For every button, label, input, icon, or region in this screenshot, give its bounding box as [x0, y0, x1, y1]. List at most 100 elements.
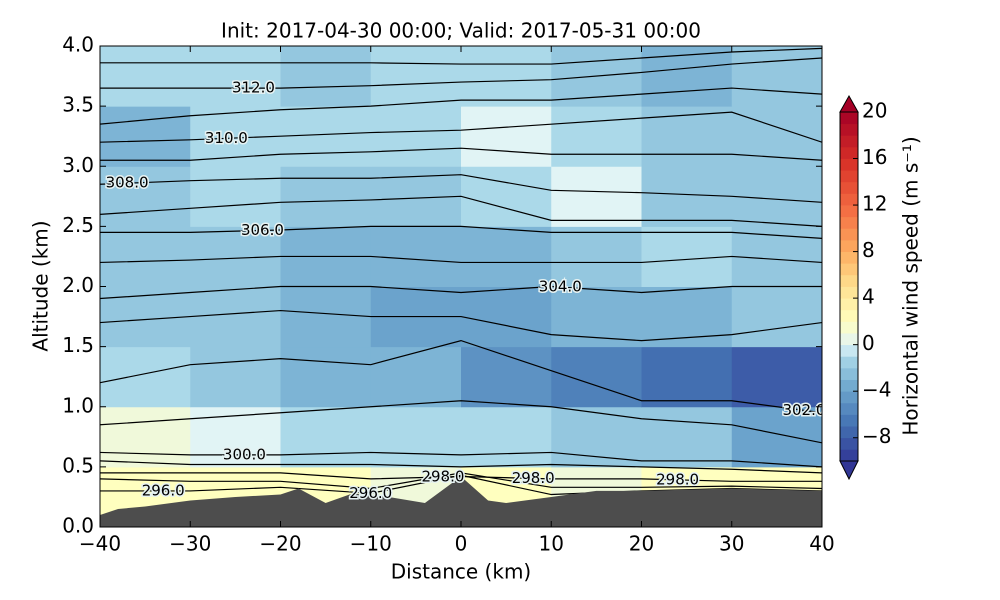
contour-label: 296.0 — [142, 481, 185, 499]
contour-line — [100, 255, 822, 264]
colorbar-step — [840, 437, 858, 450]
contour-label: 298.0 — [421, 467, 464, 485]
contour-label: 312.0 — [232, 79, 275, 97]
colorbar: −8 −4 0 4 8 12 16 20 — [839, 94, 891, 481]
field-cell — [731, 286, 822, 348]
colorbar-step — [840, 274, 858, 287]
contour-line — [100, 174, 822, 203]
field-cell — [551, 346, 642, 408]
field-cell — [641, 46, 733, 107]
terrain — [100, 476, 822, 527]
field-cell — [641, 166, 733, 227]
x-tick-label: −20 — [259, 532, 301, 556]
field-cell — [551, 226, 642, 287]
field-cell — [280, 46, 372, 107]
contour-label: 298.0 — [656, 470, 699, 488]
field-cell — [100, 106, 191, 167]
colorbar-step — [840, 426, 858, 439]
colorbar-tick-label: 8 — [862, 238, 875, 262]
plot-area: 312.0 310.0 308.0 306.0 304.0 302.0 300.0 298.0… — [100, 46, 825, 527]
colorbar-label: Horizontal wind speed (m s⁻¹) — [899, 136, 923, 435]
contour-line — [100, 195, 822, 227]
field-cell — [100, 46, 191, 107]
x-tick-label: 0 — [455, 532, 468, 556]
contour-label: 304.0 — [539, 278, 582, 296]
field-cell — [190, 346, 281, 408]
field-cell — [280, 106, 372, 167]
colorbar-tick-label: 12 — [862, 192, 887, 216]
field-cell — [461, 346, 552, 408]
colorbar-step — [840, 402, 858, 415]
field-cell — [461, 46, 552, 107]
y-tick-label: 0.0 — [62, 514, 94, 538]
colorbar-step — [840, 286, 858, 299]
field-cell — [461, 106, 552, 167]
field-cell — [731, 226, 822, 287]
contour-line — [100, 339, 822, 414]
x-tick-label: 20 — [629, 532, 654, 556]
chart-title: Init: 2017-04-30 00:00; Valid: 2017-05-3… — [221, 19, 701, 43]
x-tick-label: −10 — [350, 532, 392, 556]
field-cell — [461, 286, 552, 348]
contour-line — [100, 460, 822, 474]
colorbar-step — [840, 205, 858, 218]
contour-line — [100, 57, 822, 89]
x-tick-label: −40 — [79, 532, 121, 556]
colorbar-step — [840, 146, 858, 159]
colorbar-extend — [839, 460, 859, 481]
contour-line — [100, 147, 822, 161]
colorbar-step — [840, 298, 858, 311]
field-cell — [461, 406, 552, 468]
colorbar-step — [840, 367, 858, 380]
contour-line — [100, 87, 822, 125]
contour-line — [100, 285, 822, 300]
field-cell — [641, 346, 733, 408]
field-cell — [731, 46, 822, 107]
contour-label: 302.0 — [782, 401, 825, 419]
field-cell — [731, 346, 822, 408]
colorbar-step — [840, 123, 858, 136]
field-cell — [551, 106, 642, 167]
contour-line — [100, 451, 822, 468]
field-cell — [731, 166, 822, 227]
contour-line — [100, 309, 822, 342]
contour-label: 298.0 — [512, 469, 555, 487]
x-tick-label: 40 — [809, 532, 834, 556]
y-tick-label: 3.0 — [62, 153, 94, 177]
contour-label: 296.0 — [349, 484, 392, 502]
colorbar-step — [840, 112, 858, 125]
field-cell — [190, 286, 281, 348]
y-tick-label: 2.0 — [62, 273, 94, 297]
colorbar-step — [840, 263, 858, 276]
colorbar-extend — [839, 94, 859, 113]
colorbar-step — [840, 321, 858, 334]
colorbar-step — [840, 449, 858, 462]
field-cell — [100, 406, 191, 468]
colorbar-step — [840, 356, 858, 369]
colorbar-tick-label: −4 — [862, 378, 891, 402]
colorbar-step — [840, 414, 858, 427]
field-cell — [370, 406, 462, 468]
field-cell — [370, 346, 462, 408]
contour-label: 306.0 — [241, 221, 284, 239]
colorbar-step — [840, 158, 858, 171]
colorbar-step — [840, 181, 858, 194]
colorbar-step — [840, 228, 858, 241]
colorbar-step — [840, 251, 858, 264]
y-tick-label: 2.5 — [62, 213, 94, 237]
field-cell — [280, 166, 372, 227]
field-cell — [280, 406, 372, 468]
x-axis-label: Distance (km) — [391, 560, 531, 584]
colorbar-step — [840, 193, 858, 206]
field-cell — [551, 406, 642, 468]
contour-line — [100, 400, 822, 444]
colorbar-step — [840, 135, 858, 148]
field-cell — [370, 226, 462, 287]
field-cell — [641, 106, 733, 167]
colorbar-step — [840, 333, 858, 346]
colorbar-tick-label: 0 — [862, 331, 875, 355]
field-cell — [461, 226, 552, 287]
colorbar-step — [840, 391, 858, 404]
contour-line — [100, 472, 822, 490]
